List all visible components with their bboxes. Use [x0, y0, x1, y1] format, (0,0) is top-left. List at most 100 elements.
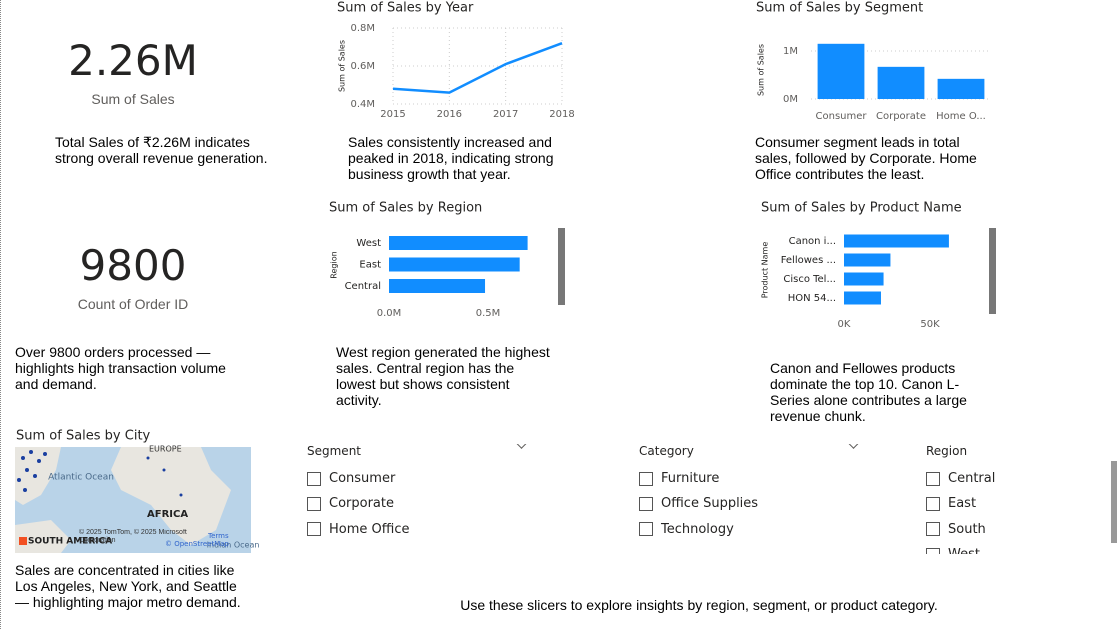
- map-land: [15, 520, 71, 553]
- x-tick-label: 0.5M: [476, 308, 501, 319]
- map-label: Atlantic Ocean: [48, 473, 114, 483]
- line: [392, 42, 563, 94]
- scrollbar[interactable]: [989, 228, 996, 314]
- x-tick-label: 0K: [838, 319, 851, 330]
- y-tick-label: Canon i...: [789, 236, 836, 247]
- scrollbar[interactable]: [558, 228, 565, 305]
- insight: Canon and Fellowes products dominate the…: [770, 360, 967, 424]
- card-value: 9800: [79, 241, 187, 290]
- slicer-item[interactable]: Corporate: [307, 491, 537, 516]
- item-label: Furniture: [661, 471, 720, 487]
- card-value: 2.26M: [68, 36, 198, 85]
- y-tick-label: Fellowes ...: [781, 255, 836, 266]
- insight: Consumer segment leads in total sales, f…: [755, 134, 977, 182]
- bar: [877, 66, 925, 99]
- axis-title: Region: [330, 251, 339, 278]
- x-tick-label: 2015: [380, 109, 405, 120]
- chart-title: Sum of Sales by Year: [337, 1, 474, 16]
- map-label: AFRICA: [147, 509, 188, 520]
- x-tick-label: Corporate: [876, 111, 926, 122]
- bar: [389, 236, 528, 250]
- chevron[interactable]: [515, 444, 528, 449]
- insight: Over 9800 orders processed — highlights …: [15, 344, 226, 392]
- x-tick-label: 50K: [920, 319, 940, 330]
- slicer-item[interactable]: Office Supplies: [639, 491, 869, 516]
- insight: West region generated the highest sales.…: [336, 344, 550, 408]
- map-land: [15, 447, 61, 505]
- map-land: [111, 447, 231, 545]
- y-tick-label: East: [359, 260, 381, 271]
- footer: Use these slicers to explore insights by…: [460, 597, 938, 613]
- chart-title: Sum of Sales by Segment: [756, 1, 923, 16]
- slicer-item[interactable]: South: [926, 517, 1076, 542]
- slicer-item[interactable]: Home Office: [307, 517, 537, 542]
- slicer-item[interactable]: East: [926, 491, 1076, 516]
- y-tick-label: HON 54...: [788, 293, 836, 304]
- bar: [937, 78, 985, 99]
- y-tick-label: Central: [345, 281, 381, 292]
- bar: [817, 43, 865, 99]
- item-label: Consumer: [329, 471, 396, 487]
- chart-title: Sum of Sales by Product Name: [761, 201, 962, 216]
- item-label: East: [948, 496, 977, 512]
- item-label: Corporate: [329, 496, 394, 512]
- item-label: Office Supplies: [661, 496, 759, 512]
- slicer-item[interactable]: Furniture: [639, 466, 869, 491]
- map-attribution: © 2025 TomTom, © 2025 Microsoft Corporat…: [79, 529, 187, 544]
- item-label: Central: [948, 471, 996, 487]
- y-tick-label: 1M: [783, 46, 798, 57]
- map-dots: [17, 450, 183, 497]
- slicer-item[interactable]: West: [926, 542, 1076, 554]
- axis-title: Sum of Sales: [757, 44, 766, 96]
- bar: [844, 272, 884, 286]
- scrollbar[interactable]: [1111, 461, 1117, 543]
- y-tick-label: 0.4M: [350, 99, 375, 110]
- item-label: Technology: [661, 521, 734, 537]
- insight: Sales are concentrated in cities like Lo…: [15, 562, 241, 610]
- insight: Total Sales of ₹2.26M indicates strong o…: [55, 134, 268, 166]
- map-ocean: [15, 447, 251, 553]
- x-tick-label: 2018: [549, 109, 574, 120]
- ms-logo: [19, 537, 27, 545]
- slicer-title: Category: [639, 444, 694, 458]
- bar: [389, 279, 486, 293]
- x-tick-label: 2016: [437, 109, 462, 120]
- bar: [844, 234, 949, 248]
- card-label: Count of Order ID: [77, 296, 189, 312]
- insight: Sales consistently increased and peaked …: [348, 134, 554, 182]
- map-label: EUROPE: [149, 445, 182, 454]
- slicer[interactable]: Category Furniture Office Supplies Techn…: [639, 444, 869, 554]
- slicer-item[interactable]: Technology: [639, 517, 869, 542]
- map-label: Indian Ocean: [207, 541, 260, 550]
- slicer-title: Segment: [307, 444, 361, 458]
- map-terms[interactable]: Terms: [207, 532, 229, 540]
- item-label: Home Office: [329, 521, 410, 537]
- map: EUROPE Atlantic Ocean AFRICA SOUTH AMERI…: [15, 445, 260, 553]
- y-tick-label: Cisco Tel...: [783, 274, 836, 285]
- map-attribution-box: © 2025 TomTom, © 2025 Microsoft Corporat…: [79, 529, 187, 544]
- map-title: Sum of Sales by City: [16, 429, 151, 444]
- x-tick-label: Consumer: [816, 111, 868, 122]
- slicer-header: Category: [639, 444, 869, 466]
- chevron[interactable]: [847, 444, 860, 449]
- chart-title: Sum of Sales by Region: [329, 201, 482, 216]
- slicer[interactable]: Region Central East South West: [926, 444, 1076, 554]
- slicer-item[interactable]: Central: [926, 466, 1076, 491]
- x-tick-label: 0.0M: [377, 308, 402, 319]
- y-tick-label: 0M: [783, 94, 798, 105]
- y-tick-label: 0.6M: [350, 61, 375, 72]
- map-osm[interactable]: © OpenStreetMap: [165, 540, 230, 548]
- bar: [844, 291, 881, 305]
- x-tick-label: Home O...: [936, 111, 986, 122]
- slicer-header: Segment: [307, 444, 537, 466]
- map-label: SOUTH AMERICA: [28, 537, 112, 547]
- bar: [389, 257, 520, 272]
- slicer-title: Region: [926, 444, 968, 458]
- y-tick-label: West: [356, 238, 381, 249]
- card-label: Sum of Sales: [91, 91, 175, 107]
- slicer-item[interactable]: Consumer: [307, 466, 537, 491]
- slicer[interactable]: Segment Consumer Corporate Home Office: [307, 444, 537, 554]
- axis-title: Sum of Sales: [338, 40, 347, 92]
- x-tick-label: 2017: [493, 109, 518, 120]
